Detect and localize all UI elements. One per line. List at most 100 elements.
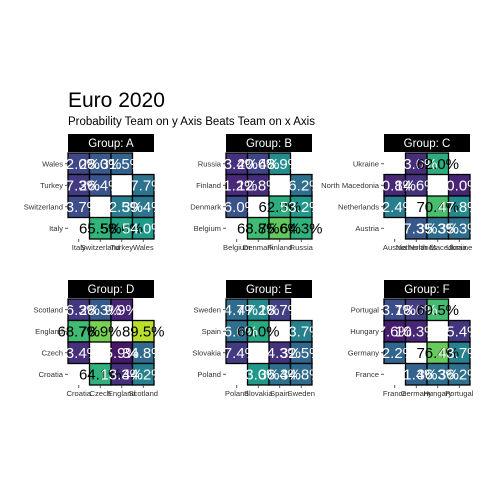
- x-tick-label: Croatia: [67, 389, 92, 398]
- cell-value-label: 15.4%: [438, 323, 481, 340]
- facet-panel: Group: E 34.7%47.2%18.7%36.6%60.0% 43.7% 17…: [192, 280, 323, 398]
- cell-value-label: 23.7%: [373, 302, 416, 319]
- heatmap-cell: [404, 319, 428, 343]
- facet-strip: [226, 280, 312, 298]
- x-tick-label: Denmark: [243, 243, 274, 252]
- cell-value-label: 36.3%: [416, 366, 459, 383]
- cell-value-label: 35.3%: [438, 220, 481, 237]
- cell-value-label: 5.9%: [105, 345, 139, 362]
- cell-value-label: 64.3%: [280, 220, 323, 237]
- facet-panel: Group: A 22.0%28.0%31.5%17.3%26.4% 37.7% 23…: [24, 134, 165, 252]
- y-tick-label: Sweden: [194, 306, 221, 315]
- facet-strip-label: Group: B: [246, 138, 292, 150]
- cell-value-label: 16.3%: [57, 302, 100, 319]
- cell-value-label: 31.4%: [395, 366, 438, 383]
- y-tick-label: Spain: [202, 327, 221, 336]
- y-tick-label: Czech: [41, 349, 63, 358]
- x-tick-label: Slovakia: [244, 389, 273, 398]
- cell-value-label: 48.9%: [258, 156, 301, 173]
- heatmap-cell: [426, 298, 450, 322]
- cell-value-label: 27.3%: [395, 220, 438, 237]
- y-tick-label: Russia: [198, 160, 222, 169]
- heatmap-cell: [268, 152, 292, 176]
- heatmap-cell: [426, 152, 450, 176]
- cell-value-label: 37.7%: [122, 177, 165, 194]
- cell-value-label: 14.6%: [395, 177, 438, 194]
- cell-value-label: 10.0%: [438, 177, 481, 194]
- cell-value-label: 78.9%: [79, 323, 122, 340]
- x-tick-label: Czech: [89, 389, 111, 398]
- cell-value-label: 47.2%: [237, 302, 280, 319]
- facet-strip: [68, 134, 154, 152]
- cell-value-label: 13.3%: [100, 366, 143, 383]
- facet-strip-label: Group: E: [246, 284, 292, 296]
- cell-value-label: 11.2%: [216, 177, 257, 194]
- x-tick-label: Spain: [270, 389, 289, 398]
- cell-value-label: 53.2%: [280, 199, 323, 216]
- x-tick-label: Austria: [383, 243, 407, 252]
- x-tick-label: Netherlands: [396, 243, 437, 252]
- y-tick-label: Scotland: [33, 306, 63, 315]
- cell-value-label: 32.2%: [373, 345, 416, 362]
- x-tick-label: France: [383, 389, 407, 398]
- y-tick-label: Germany: [348, 349, 379, 358]
- cell-value-label: 75.6%: [258, 220, 301, 237]
- x-tick-label: Scotland: [128, 389, 158, 398]
- y-tick-label: England: [35, 327, 63, 336]
- cell-value-label: 14.3%: [258, 345, 301, 362]
- facet-panels: Group: A 22.0%28.0%31.5%17.3%26.4% 37.7% 23…: [24, 134, 481, 398]
- x-tick-label: North Macedonia: [409, 243, 468, 252]
- x-tick-label: Poland: [225, 389, 249, 398]
- cell-value-label: 43.7%: [438, 345, 481, 362]
- cell-value-label: 60.0%: [237, 323, 280, 340]
- facet-panel: Group: D 16.3%28.3%9.9% 68.7%78.9% 89.5% 13.…: [33, 280, 165, 398]
- heatmap-cell: [404, 173, 428, 197]
- x-tick-label: Portugal: [445, 389, 474, 398]
- x-tick-label: Hungary: [423, 389, 452, 398]
- cell-value-label: 62.3%: [258, 199, 301, 216]
- cell-value-label: 20.6%: [237, 156, 280, 173]
- cell-value-label: 89.5%: [122, 323, 165, 340]
- cell-value-label: 36.2%: [438, 366, 481, 383]
- y-tick-label: Italy: [49, 224, 63, 233]
- cell-value-label: 10.8%: [373, 177, 416, 194]
- facet-strip: [384, 134, 470, 152]
- cell-value-label: 34.8%: [122, 345, 165, 362]
- cell-value-label: 9.9%: [105, 302, 139, 319]
- cell-value-label: 54.0%: [122, 220, 165, 237]
- x-tick-label: Italy: [72, 243, 86, 252]
- cell-value-label: 13.4%: [57, 345, 100, 362]
- y-tick-label: Turkey: [40, 181, 63, 190]
- cell-value-label: 22.0%: [57, 156, 100, 173]
- facet-strip-label: Group: D: [88, 284, 135, 296]
- y-tick-label: North Macedonia: [321, 181, 380, 190]
- y-tick-label: Hungary: [350, 327, 379, 336]
- cell-value-label: 17.4%: [215, 345, 258, 362]
- cell-value-label: 36.6%: [215, 323, 258, 340]
- facet-panel: Group: C 13.0%62.0%10.8%14.6% 10.0% 42.4% 70…: [321, 134, 481, 252]
- cell-value-label: 36.2%: [280, 177, 323, 194]
- y-tick-label: Croatia: [39, 370, 64, 379]
- heatmap-cell: [268, 298, 292, 322]
- cell-value-label: 28.0%: [79, 156, 122, 173]
- cell-value-label: 65.5%: [79, 220, 122, 237]
- chart-title: Euro 2020: [68, 89, 165, 112]
- cell-value-label: 47.8%: [438, 199, 481, 216]
- cell-value-label: 26.0%: [215, 199, 258, 216]
- facet-strip: [384, 280, 470, 298]
- cell-value-label: 17.3%: [57, 177, 100, 194]
- facet-strip-label: Group: C: [404, 138, 451, 150]
- cell-value-label: 31.5%: [100, 156, 143, 173]
- cell-value-label: 26.4%: [79, 177, 122, 194]
- cell-value-label: 18.7%: [258, 302, 301, 319]
- y-tick-label: Switzerland: [24, 203, 63, 212]
- heatmap-cell: [110, 298, 134, 322]
- heatmap-cell: [88, 173, 112, 197]
- cell-value-label: 42.4%: [373, 199, 416, 216]
- x-tick-label: Ukraine: [446, 243, 472, 252]
- x-tick-label: Belgium: [223, 243, 250, 252]
- cell-value-label: 58.6%: [100, 220, 143, 237]
- heatmap-cell: [246, 173, 270, 197]
- cell-value-label: 35.3%: [416, 220, 459, 237]
